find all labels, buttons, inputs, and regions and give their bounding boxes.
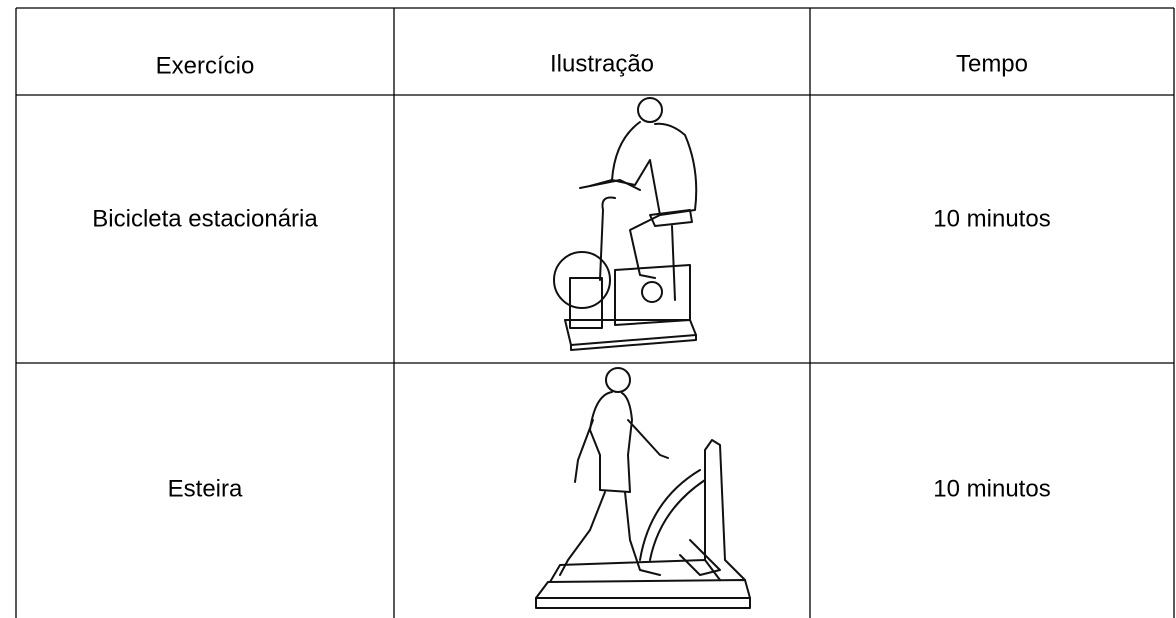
cell-text: 10 minutos [933,205,1050,232]
cell-text: Bicicleta estacionária [92,205,318,232]
table-borders [15,7,1175,618]
header-cell: Tempo [956,50,1028,77]
cell-text: Esteira [168,475,243,502]
treadmill-illustration [535,367,751,609]
header-cell: Exercício [156,52,255,79]
header-cell: Ilustração [550,50,654,77]
cell-text: 10 minutos [933,475,1050,502]
bike-illustration [553,97,698,351]
